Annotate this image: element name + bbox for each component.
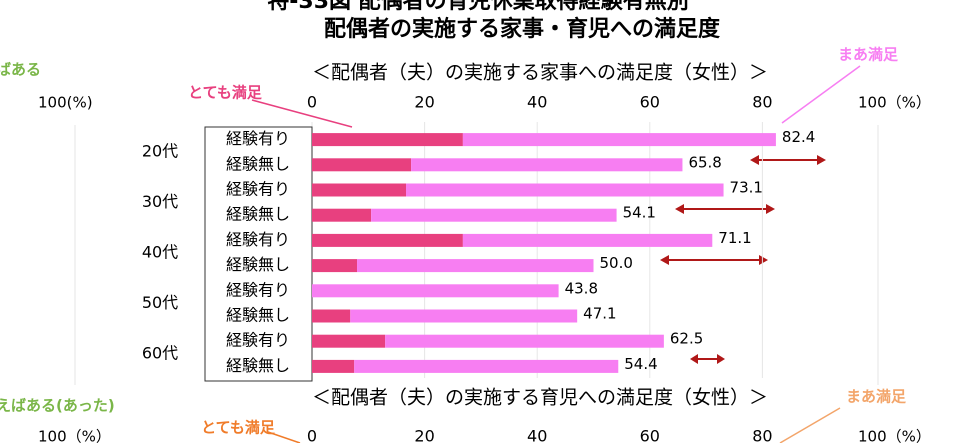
value-label: 62.5 <box>670 330 703 348</box>
x-tick-label: 40 <box>527 93 547 112</box>
category-label: 経験有り <box>226 129 290 148</box>
value-label: 50.0 <box>600 254 633 272</box>
bar-segment <box>354 359 619 373</box>
group-label: 40代 <box>142 243 178 262</box>
value-label: 71.1 <box>718 229 751 247</box>
x-tick-label: 0 <box>307 93 317 112</box>
pointer-line <box>251 99 353 128</box>
bar-segment <box>312 359 355 373</box>
subtitle: ＜配偶者（夫）の実施する育児への満足度（女性）＞ <box>312 387 768 409</box>
pointer-line <box>781 65 861 124</box>
side-label: ばある <box>0 61 41 79</box>
unit-label: 100（%） <box>858 428 931 443</box>
category-label: 経験無し <box>226 356 290 375</box>
figure-title: 特-33図 配偶者の育児休業取得経験有無別 <box>267 0 688 14</box>
value-label: 54.1 <box>623 204 656 222</box>
x-tick-label: 80 <box>752 93 772 112</box>
value-label: 65.8 <box>688 153 721 171</box>
unit-label: 100(%) <box>38 94 93 112</box>
value-label: 73.1 <box>730 179 763 197</box>
value-label: 54.4 <box>624 355 657 373</box>
pointer-line <box>267 431 301 443</box>
group-label: 20代 <box>142 142 178 161</box>
bar-segment <box>462 233 713 247</box>
bar-segment <box>312 233 463 247</box>
x-tick-label: 20 <box>414 93 434 112</box>
x-tick-label: 60 <box>640 427 660 443</box>
legend-label: とても満足 <box>201 419 276 437</box>
unit-label: 100（%） <box>38 428 111 443</box>
label-box <box>204 126 313 382</box>
chart-title: 配偶者の実施する家事・育児への満足度 <box>324 16 721 42</box>
bar-segment <box>350 309 578 323</box>
category-label: 経験無し <box>226 306 290 325</box>
x-tick-label: 40 <box>527 427 547 443</box>
group-label: 30代 <box>142 192 178 211</box>
difference-arrows <box>660 155 826 364</box>
pointer-line <box>779 407 841 443</box>
group-label: 60代 <box>142 343 178 362</box>
x-tick-label: 60 <box>640 93 660 112</box>
value-label: 43.8 <box>565 279 598 297</box>
bar-segment <box>312 158 412 172</box>
category-label: 経験無し <box>226 255 290 274</box>
side-label: えばある(あった) <box>0 397 115 415</box>
bar-segment <box>312 133 463 147</box>
bar-segment <box>406 183 724 197</box>
value-label: 47.1 <box>583 305 616 323</box>
bar-segment <box>371 208 617 222</box>
group-label: 50代 <box>142 293 178 312</box>
bar-segment <box>462 133 776 147</box>
bar-segment <box>385 334 664 348</box>
category-label: 経験有り <box>226 180 290 199</box>
bar-segment <box>312 259 358 273</box>
bar-segment <box>312 183 407 197</box>
category-label: 経験有り <box>226 280 290 299</box>
legend-label: まあ満足 <box>838 46 899 64</box>
arrow-head <box>690 354 725 364</box>
bar-segment <box>312 284 559 298</box>
x-tick-label: 0 <box>307 427 317 443</box>
legend-label: まあ満足 <box>846 388 907 406</box>
legend-label: とても満足 <box>188 84 263 102</box>
bar-segment <box>357 259 594 273</box>
subtitle: ＜配偶者（夫）の実施する家事への満足度（女性）＞ <box>312 62 768 84</box>
bar-segment <box>411 158 683 172</box>
category-label: 経験無し <box>226 154 290 173</box>
value-label: 82.4 <box>782 128 815 146</box>
bar-segment <box>312 334 386 348</box>
x-tick-label: 20 <box>414 427 434 443</box>
x-tick-label: 80 <box>752 427 772 443</box>
bar-segment <box>312 309 351 323</box>
arrow-head <box>750 155 826 165</box>
category-label: 経験無し <box>226 205 290 224</box>
category-label: 経験有り <box>226 331 290 350</box>
unit-label: 100（%） <box>858 94 931 112</box>
bar-segment <box>312 208 372 222</box>
category-label: 経験有り <box>226 230 290 249</box>
